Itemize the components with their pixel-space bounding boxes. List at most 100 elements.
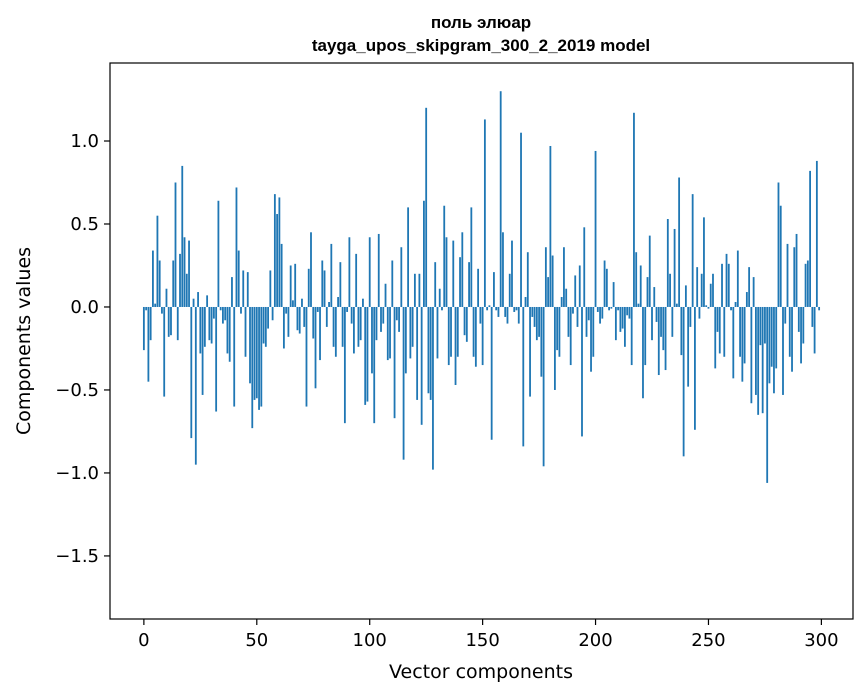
bar bbox=[542, 306, 545, 467]
bar bbox=[567, 306, 570, 337]
bar bbox=[307, 268, 310, 307]
bar bbox=[398, 306, 400, 332]
bar bbox=[301, 298, 303, 307]
bar bbox=[538, 306, 540, 337]
bar bbox=[190, 306, 193, 439]
bar bbox=[337, 297, 339, 307]
y-tick-label: −0.5 bbox=[55, 380, 99, 401]
bar bbox=[513, 306, 516, 312]
bar bbox=[346, 306, 349, 312]
bar bbox=[273, 194, 276, 307]
bar bbox=[364, 306, 367, 405]
bar bbox=[459, 257, 461, 307]
bar bbox=[298, 306, 301, 334]
bar bbox=[452, 240, 455, 307]
bar bbox=[242, 270, 245, 307]
x-tick-label: 100 bbox=[353, 630, 387, 651]
bar bbox=[483, 119, 486, 307]
bar bbox=[224, 306, 227, 321]
bar bbox=[154, 303, 157, 307]
bar bbox=[479, 306, 482, 324]
bar bbox=[551, 255, 554, 307]
bar bbox=[350, 306, 353, 324]
x-tick-label: 50 bbox=[245, 630, 268, 651]
bar bbox=[389, 306, 391, 359]
bar bbox=[741, 306, 744, 382]
bar bbox=[495, 306, 498, 311]
y-tick-label: −1.5 bbox=[55, 546, 99, 567]
bar bbox=[614, 306, 617, 341]
bar bbox=[192, 298, 195, 307]
x-tick-label: 150 bbox=[465, 630, 499, 651]
bar bbox=[493, 272, 495, 307]
bar bbox=[795, 233, 798, 307]
bar bbox=[240, 306, 242, 314]
bar bbox=[199, 306, 202, 354]
bar bbox=[391, 260, 394, 307]
bar bbox=[359, 306, 362, 341]
bar bbox=[739, 306, 741, 357]
bar bbox=[156, 215, 159, 307]
bar bbox=[420, 306, 423, 425]
bar bbox=[355, 253, 358, 307]
bar bbox=[357, 306, 360, 347]
bar bbox=[215, 306, 218, 412]
bar bbox=[698, 306, 701, 319]
bar bbox=[395, 306, 398, 321]
bar bbox=[353, 306, 355, 354]
bar bbox=[339, 262, 342, 307]
chart-subtitle: tayga_upos_skipgram_300_2_2019 model bbox=[312, 36, 650, 55]
x-tick-label: 300 bbox=[804, 630, 838, 651]
bar bbox=[255, 306, 258, 399]
bar bbox=[328, 302, 330, 307]
bar bbox=[314, 306, 317, 389]
bar bbox=[402, 306, 405, 460]
bar bbox=[644, 306, 647, 366]
bar bbox=[386, 306, 389, 361]
bar bbox=[463, 306, 466, 336]
bar bbox=[454, 306, 457, 385]
bar bbox=[278, 197, 281, 307]
bar bbox=[450, 306, 452, 357]
bar bbox=[687, 306, 690, 387]
bar bbox=[651, 306, 653, 341]
bar bbox=[666, 219, 669, 307]
bar bbox=[716, 306, 719, 332]
bar bbox=[267, 306, 269, 329]
bar bbox=[635, 252, 638, 307]
bar bbox=[646, 277, 649, 307]
bar bbox=[504, 306, 507, 317]
bar bbox=[212, 306, 215, 319]
bar bbox=[529, 306, 531, 397]
bar bbox=[312, 306, 315, 339]
bar bbox=[818, 306, 821, 311]
bar bbox=[174, 182, 177, 307]
bar bbox=[145, 306, 148, 311]
bar bbox=[332, 306, 335, 347]
bar bbox=[285, 306, 288, 314]
bar bbox=[237, 250, 240, 307]
bar bbox=[474, 306, 477, 367]
bar bbox=[691, 194, 694, 307]
bar bbox=[188, 240, 190, 307]
bar bbox=[605, 268, 608, 307]
bar bbox=[321, 260, 324, 307]
bar bbox=[592, 306, 595, 357]
bar bbox=[228, 306, 231, 362]
bar bbox=[784, 306, 787, 324]
bar bbox=[434, 262, 437, 307]
bar bbox=[612, 282, 615, 307]
y-tick-label: 1.0 bbox=[70, 131, 99, 152]
bar bbox=[253, 306, 256, 400]
bar bbox=[782, 306, 784, 395]
bar bbox=[754, 306, 757, 395]
bar bbox=[411, 306, 414, 347]
bar bbox=[441, 306, 443, 311]
bar bbox=[766, 306, 769, 483]
bar bbox=[703, 217, 705, 307]
bar bbox=[305, 306, 308, 407]
bar bbox=[540, 306, 543, 377]
bar bbox=[734, 302, 737, 307]
bar bbox=[470, 207, 473, 307]
